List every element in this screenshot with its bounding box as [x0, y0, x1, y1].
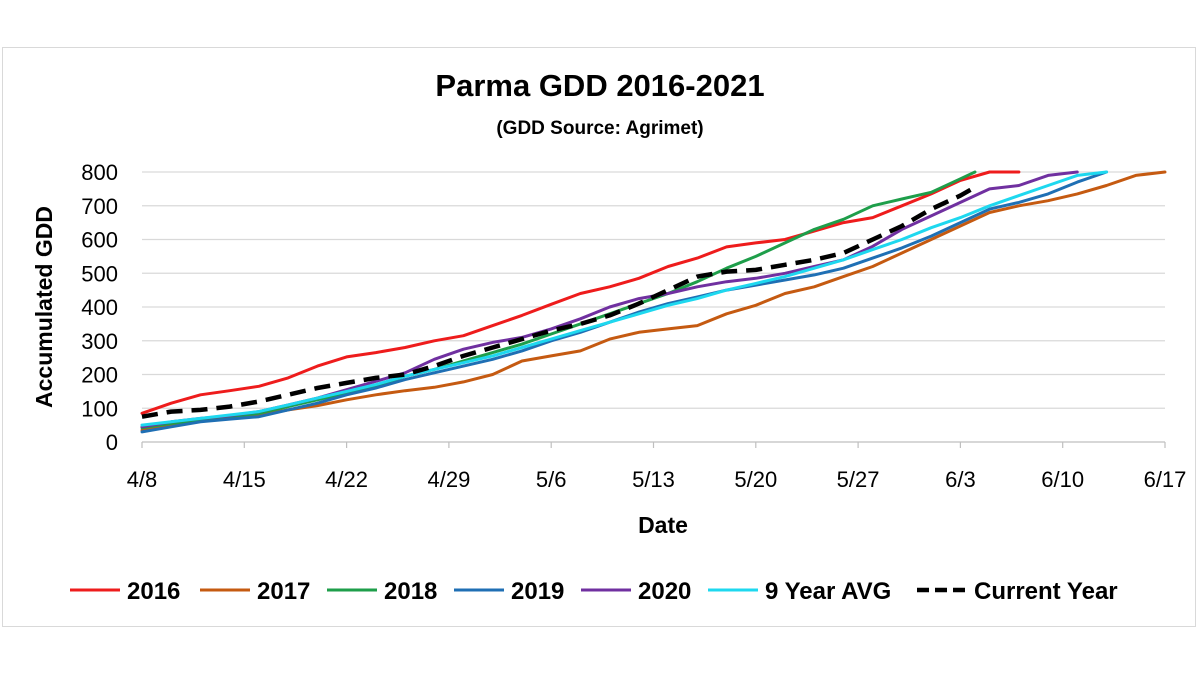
x-tick-label: 5/27	[837, 467, 880, 492]
series-line-2016	[140, 170, 1021, 415]
legend: 2016 2017 2018 2019 2020 9 Year AVG Current Ye…	[70, 578, 1118, 605]
chart-subtitle: (GDD Source: Agrimet)	[496, 118, 703, 139]
x-tick-label: 5/20	[734, 467, 777, 492]
legend-label: 2018	[384, 578, 437, 605]
legend-label: 2019	[511, 578, 564, 605]
legend-label: 2016	[127, 578, 180, 605]
x-tick-label: 6/3	[945, 467, 976, 492]
series-line-2017	[140, 170, 1167, 432]
y-tick-label: 0	[106, 430, 118, 455]
legend-label: 2017	[257, 578, 310, 605]
x-tick-label: 4/8	[127, 467, 158, 492]
x-tick-labels: 4/8 4/15 4/22 4/29 5/6 5/13 5/20 5/27 6/3 6/10 6/1…	[127, 467, 1187, 492]
chart-title: Parma GDD 2016-2021	[435, 68, 764, 103]
series-line-2020	[140, 170, 1079, 429]
y-tick-label: 300	[81, 329, 118, 354]
x-tick-label: 6/17	[1144, 467, 1187, 492]
series-line-2018	[140, 170, 977, 430]
x-axis-label: Date	[638, 512, 688, 538]
x-tick-label: 4/29	[427, 467, 470, 492]
legend-label: 9 Year AVG	[765, 578, 891, 605]
y-tick-labels: 0 100 200 300 400 500 600 700 800	[81, 160, 118, 455]
x-tick-label: 6/10	[1041, 467, 1084, 492]
y-tick-label: 600	[81, 228, 118, 253]
x-tick-label: 4/15	[223, 467, 266, 492]
y-tick-label: 100	[81, 396, 118, 421]
legend-label: 2020	[638, 578, 691, 605]
y-tick-label: 700	[81, 194, 118, 219]
y-tick-label: 400	[81, 295, 118, 320]
x-tick-label: 5/13	[632, 467, 675, 492]
chart-frame	[2, 47, 1196, 627]
x-tick-label: 5/6	[536, 467, 567, 492]
series-lines	[140, 170, 1167, 434]
series-line-9-year-avg	[140, 170, 1108, 427]
legend-label: Current Year	[974, 578, 1118, 605]
y-axis-label: Accumulated GDD	[31, 206, 57, 408]
series-line-current-year	[141, 185, 977, 419]
y-tick-label: 200	[81, 363, 118, 388]
y-tick-label: 500	[81, 261, 118, 286]
x-tick-label: 4/22	[325, 467, 368, 492]
y-tick-label: 800	[81, 160, 118, 185]
